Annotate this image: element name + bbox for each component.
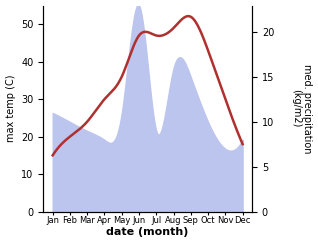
Y-axis label: med. precipitation
(kg/m2): med. precipitation (kg/m2) (291, 64, 313, 153)
X-axis label: date (month): date (month) (107, 227, 189, 237)
Y-axis label: max temp (C): max temp (C) (5, 75, 16, 142)
